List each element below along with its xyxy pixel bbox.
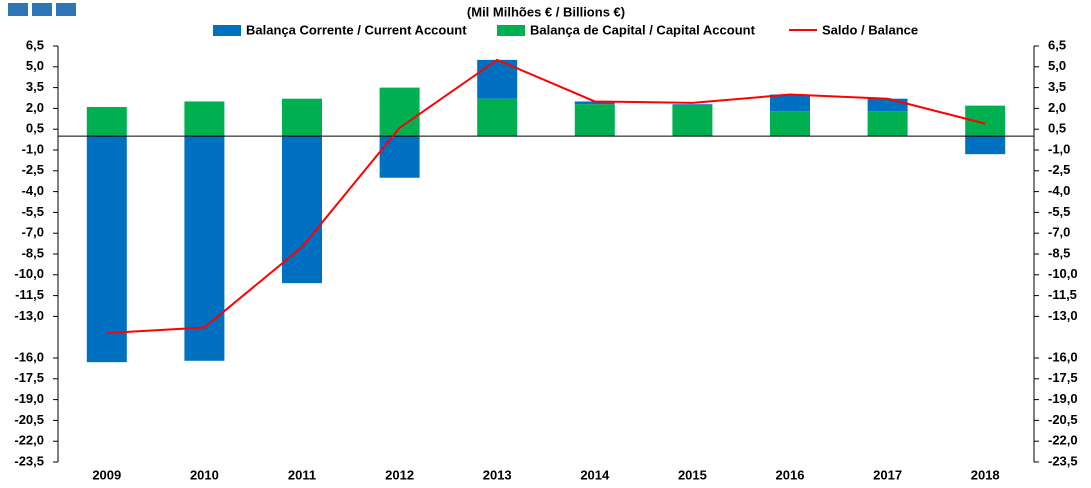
bar [184, 136, 225, 361]
line-series [106, 58, 986, 335]
header-block [32, 3, 52, 16]
bar [867, 111, 908, 137]
bar [770, 94, 810, 112]
y2-tick-label: -19,0 [1048, 391, 1078, 406]
y2-tick-label: 2,0 [1048, 100, 1066, 115]
bar [282, 98, 322, 137]
x-tick-label: 2015 [678, 467, 707, 482]
y2-tick-label: -10,0 [1048, 266, 1078, 281]
bar [672, 105, 713, 137]
y-tick-label: -5,5 [22, 204, 44, 219]
chart-title: (Mil Milhões € / Billions €) [467, 4, 625, 19]
x-tick-label: 2010 [190, 467, 219, 482]
x-tick-label: 2014 [580, 467, 610, 482]
bar [282, 136, 322, 284]
y2-tick-label: -16,0 [1048, 349, 1078, 364]
y2-tick-label: -20,5 [1048, 412, 1078, 427]
header-block [8, 3, 28, 16]
y-tick-label: -16,0 [14, 349, 44, 364]
y2-tick-label: -8,5 [1048, 245, 1070, 260]
y-tick-label: -2,5 [22, 162, 44, 177]
legend-label: Balança de Capital / Capital Account [530, 22, 756, 37]
y2-tick-label: -11,5 [1048, 287, 1077, 302]
y2-tick-label: 5,0 [1048, 58, 1066, 73]
y-tick-label: 2,0 [26, 100, 44, 115]
y2-tick-label: -2,5 [1048, 162, 1070, 177]
bar [477, 98, 518, 137]
x-tick-label: 2012 [385, 467, 414, 482]
y2-tick-label: -7,0 [1048, 225, 1070, 240]
x-tick-label: 2017 [873, 467, 902, 482]
bar [867, 98, 908, 112]
y-tick-label: 6,5 [26, 37, 44, 52]
y-tick-label: -10,0 [14, 266, 44, 281]
y-tick-label: 0,5 [26, 121, 44, 136]
y2-tick-label: -23,5 [1048, 453, 1078, 468]
bar [574, 101, 615, 105]
y2-tick-label: -5,5 [1048, 204, 1070, 219]
legend-label: Saldo / Balance [822, 22, 918, 37]
y-tick-label: -17,5 [14, 370, 44, 385]
y2-tick-label: 6,5 [1048, 37, 1066, 52]
y2-tick-label: -22,0 [1048, 433, 1078, 448]
y2-tick-label: 3,5 [1048, 79, 1066, 94]
y-tick-label: -1,0 [22, 141, 44, 156]
bar [965, 136, 1006, 155]
x-tick-label: 2016 [776, 467, 805, 482]
y-tick-label: -20,5 [14, 412, 44, 427]
y2-tick-label: -17,5 [1048, 370, 1078, 385]
bar [86, 136, 127, 363]
bar [574, 104, 615, 137]
legend-label: Balança Corrente / Current Account [246, 22, 467, 37]
y-tick-label: -7,0 [22, 225, 44, 240]
y-tick-label: -11,5 [15, 287, 44, 302]
x-tick-label: 2013 [483, 467, 512, 482]
legend-swatch [213, 25, 241, 36]
x-tick-label: 2009 [92, 467, 121, 482]
y-tick-label: -23,5 [14, 453, 44, 468]
y2-tick-label: -4,0 [1048, 183, 1070, 198]
header-block [56, 3, 76, 16]
x-tick-label: 2018 [971, 467, 1000, 482]
y-tick-label: -13,0 [14, 308, 44, 323]
y2-tick-label: -1,0 [1048, 141, 1070, 156]
bar [379, 136, 420, 178]
bar [184, 101, 225, 137]
legend-swatch [497, 25, 525, 36]
y-tick-label: -8,5 [22, 245, 44, 260]
bar [86, 107, 127, 137]
y-tick-label: -19,0 [14, 391, 44, 406]
y-tick-label: 5,0 [26, 58, 44, 73]
y2-tick-label: -13,0 [1048, 308, 1078, 323]
y-tick-label: -22,0 [14, 433, 44, 448]
y-tick-label: -4,0 [22, 183, 44, 198]
bar [672, 104, 713, 106]
y2-tick-label: 0,5 [1048, 121, 1066, 136]
y-tick-label: 3,5 [26, 79, 44, 94]
bar [770, 111, 810, 137]
x-tick-label: 2011 [288, 467, 316, 482]
